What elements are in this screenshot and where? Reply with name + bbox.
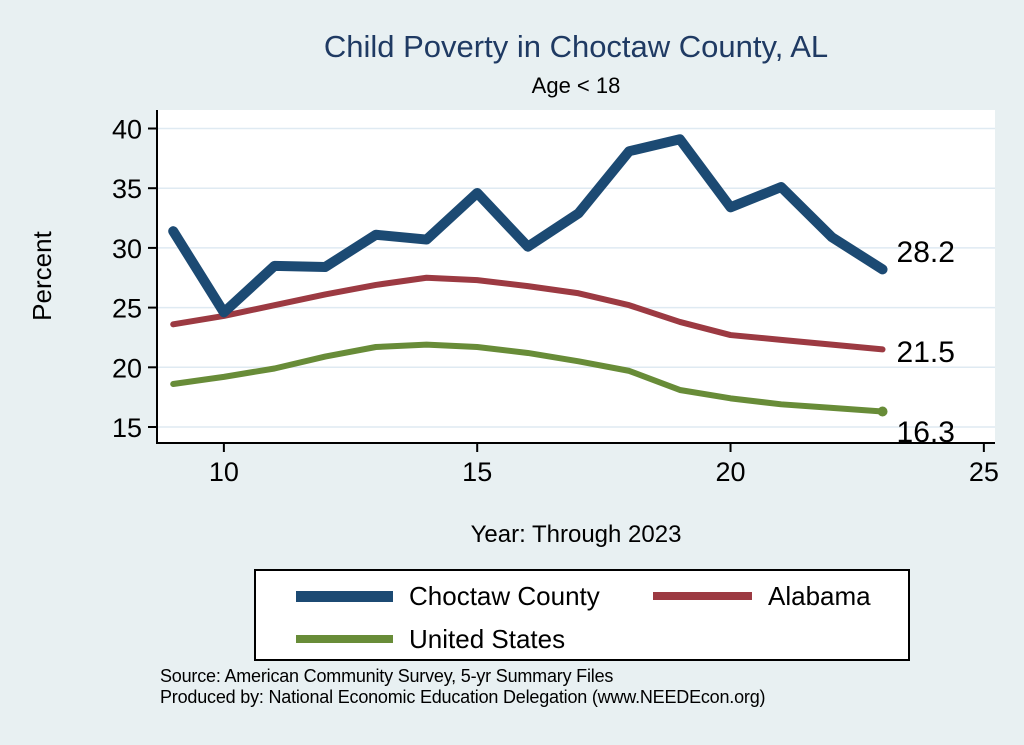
producer-note: Produced by: National Economic Education… <box>160 687 766 707</box>
end-label-united-states: 16.3 <box>896 416 955 450</box>
end-marker-united-states <box>877 406 888 417</box>
source-note: Source: American Community Survey, 5-yr … <box>160 666 614 686</box>
x-tick-label: 10 <box>209 457 239 487</box>
legend-swatch-alabama <box>653 592 752 600</box>
legend-label-united-states: United States <box>409 624 566 654</box>
legend-swatch-united-states <box>296 635 393 643</box>
series-line-choctaw-county <box>168 134 888 318</box>
end-label-choctaw-county: 28.2 <box>896 236 955 270</box>
y-axis-title: Percent <box>27 231 57 321</box>
y-tick-label: 25 <box>112 294 142 324</box>
x-tick-label: 25 <box>969 457 999 487</box>
end-label-alabama: 21.5 <box>896 336 955 370</box>
y-tick-label: 35 <box>112 174 142 204</box>
legend-swatch-choctaw-county <box>296 590 393 602</box>
legend-item-choctaw-county: Choctaw County <box>296 578 600 614</box>
legend-box: Choctaw County Alabama United States <box>254 569 910 661</box>
chart-title: Child Poverty in Choctaw County, AL <box>323 29 829 64</box>
chart-subtitle: Age < 18 <box>531 73 621 98</box>
x-tick-label: 20 <box>716 457 746 487</box>
y-tick-label: 15 <box>112 413 142 443</box>
series-line-united-states <box>170 341 886 415</box>
plot-background <box>157 110 995 443</box>
footer-notes: Source: American Community Survey, 5-yr … <box>160 666 766 708</box>
x-tick-label: 15 <box>462 457 492 487</box>
y-tick-label: 20 <box>112 353 142 383</box>
y-tick-label: 40 <box>112 115 142 145</box>
x-axis-title: Year: Through 2023 <box>470 521 682 548</box>
legend-item-united-states: United States <box>296 621 565 657</box>
series-line-alabama <box>170 274 886 353</box>
legend-label-choctaw-county: Choctaw County <box>409 581 600 611</box>
legend-label-alabama: Alabama <box>768 581 871 611</box>
legend-item-alabama: Alabama <box>653 578 871 614</box>
y-tick-label: 30 <box>112 234 142 264</box>
